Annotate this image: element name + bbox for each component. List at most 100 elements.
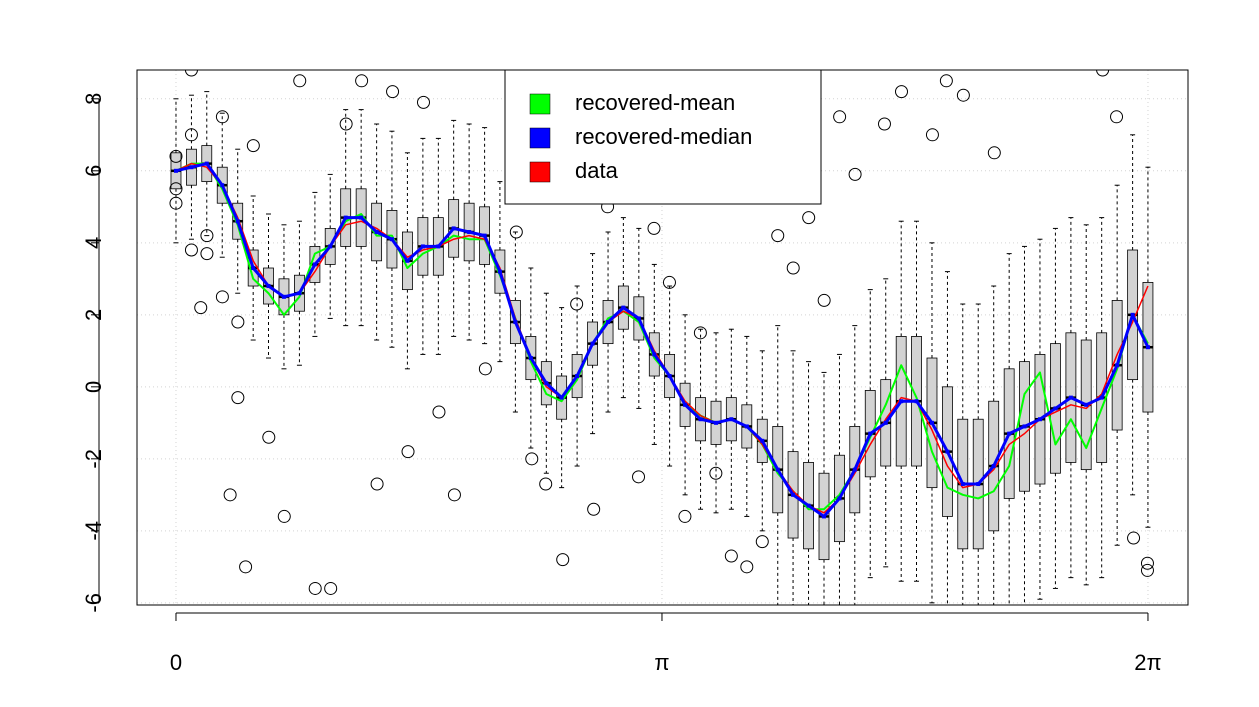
- outlier: [184, 128, 198, 142]
- outlier: [200, 229, 214, 243]
- outlier: [478, 362, 492, 376]
- outlier: [200, 247, 214, 261]
- series-point: [559, 395, 564, 400]
- y-tick-label: -2: [81, 449, 106, 469]
- series-point: [883, 420, 888, 425]
- outlier: [293, 74, 307, 88]
- outlier: [662, 275, 676, 289]
- series-point: [497, 269, 502, 274]
- outlier: [1096, 70, 1110, 77]
- series-point: [189, 165, 194, 170]
- outlier: [246, 139, 260, 153]
- series-point: [1145, 345, 1150, 350]
- series-point: [837, 496, 842, 501]
- series-point: [945, 449, 950, 454]
- x-tick-label: 2π: [1134, 650, 1161, 675]
- series-point: [744, 424, 749, 429]
- series-point: [590, 341, 595, 346]
- series-point: [544, 381, 549, 386]
- series-point: [1022, 424, 1027, 429]
- legend-swatch: [529, 127, 551, 149]
- series-point: [976, 482, 981, 487]
- plot-area: [169, 70, 1154, 605]
- outlier: [570, 297, 584, 311]
- series-point: [1115, 363, 1120, 368]
- outlier: [223, 488, 237, 502]
- series-point: [220, 183, 225, 188]
- outlier: [556, 553, 570, 567]
- outlier: [184, 70, 198, 77]
- series-point: [389, 237, 394, 242]
- legend-swatch: [529, 93, 551, 115]
- outlier: [939, 74, 953, 88]
- outlier: [755, 535, 769, 549]
- outlier: [848, 167, 862, 181]
- series-point: [760, 438, 765, 443]
- series-point: [405, 258, 410, 263]
- series-point: [960, 482, 965, 487]
- outlier: [308, 581, 322, 595]
- series-point: [374, 230, 379, 235]
- series-point: [528, 356, 533, 361]
- series-point: [868, 431, 873, 436]
- y-tick-label: 6: [81, 165, 106, 177]
- series-point: [251, 266, 256, 271]
- outlier: [1140, 563, 1154, 577]
- outlier: [447, 488, 461, 502]
- legend-swatch: [529, 161, 551, 183]
- series-point: [806, 503, 811, 508]
- legend-label: recovered-mean: [575, 90, 735, 115]
- series-point: [1053, 406, 1058, 411]
- outlier: [771, 229, 785, 243]
- series-point: [420, 244, 425, 249]
- outlier: [895, 85, 909, 99]
- outlier: [877, 117, 891, 131]
- outlier: [817, 293, 831, 307]
- outlier: [632, 470, 646, 484]
- outlier: [432, 405, 446, 419]
- outlier: [231, 391, 245, 405]
- outlier: [339, 117, 353, 131]
- series-point: [297, 291, 302, 296]
- series-point: [513, 320, 518, 325]
- series-point: [822, 514, 827, 519]
- outlier: [215, 110, 229, 124]
- series-point: [791, 492, 796, 497]
- series-point: [1068, 395, 1073, 400]
- series-point: [575, 374, 580, 379]
- axes: -6 -4 -2 0 2 4 6 8 0 π 2π: [81, 93, 1162, 675]
- legend: recovered-mean recovered-median data: [504, 69, 822, 205]
- outlier: [1110, 110, 1124, 124]
- series-point: [899, 399, 904, 404]
- series-point: [852, 467, 857, 472]
- series-point: [775, 467, 780, 472]
- series-line: [175, 162, 1150, 518]
- outlier: [401, 445, 415, 459]
- series-point: [467, 230, 472, 235]
- y-tick-label: -4: [81, 521, 106, 541]
- outlier: [647, 221, 661, 235]
- outlier: [324, 581, 338, 595]
- series-point: [714, 420, 719, 425]
- series-point: [1007, 431, 1012, 436]
- outlier: [539, 477, 553, 491]
- outlier: [184, 243, 198, 257]
- outlier: [1140, 556, 1154, 570]
- outlier: [1127, 531, 1141, 545]
- series-point: [482, 233, 487, 238]
- series-line: [175, 162, 1149, 511]
- outlier: [277, 509, 291, 523]
- outlier: [786, 261, 800, 275]
- legend-label: recovered-median: [575, 124, 752, 149]
- outlier: [355, 74, 369, 88]
- outlier: [169, 149, 183, 163]
- series-point: [281, 294, 286, 299]
- outlier: [525, 452, 539, 466]
- series-point: [1084, 402, 1089, 407]
- outlier: [693, 326, 707, 340]
- series-point: [606, 320, 611, 325]
- x-tick-label: π: [654, 650, 669, 675]
- y-tick-label: 8: [81, 93, 106, 105]
- series-point: [328, 244, 333, 249]
